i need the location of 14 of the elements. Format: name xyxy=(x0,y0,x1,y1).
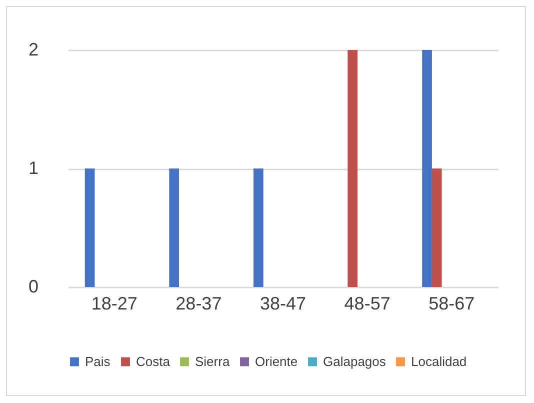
y-tick-label: 1 xyxy=(28,158,38,178)
x-tick-label: 58-67 xyxy=(428,294,475,314)
x-tick-label: 48-57 xyxy=(344,294,390,314)
x-tick-label: 28-37 xyxy=(176,294,222,314)
legend-label: Oriente xyxy=(255,354,298,369)
x-tick-label: 38-47 xyxy=(260,294,306,314)
y-tick-label: 0 xyxy=(28,276,38,296)
legend-label: Sierra xyxy=(195,354,230,369)
legend-label: Galapagos xyxy=(323,354,386,369)
legend-label: Costa xyxy=(136,354,171,369)
legend-label: Localidad xyxy=(411,354,467,369)
x-tick-label: 18-27 xyxy=(91,294,138,314)
legend-label: Pais xyxy=(85,354,111,369)
y-tick-label: 2 xyxy=(28,40,38,60)
